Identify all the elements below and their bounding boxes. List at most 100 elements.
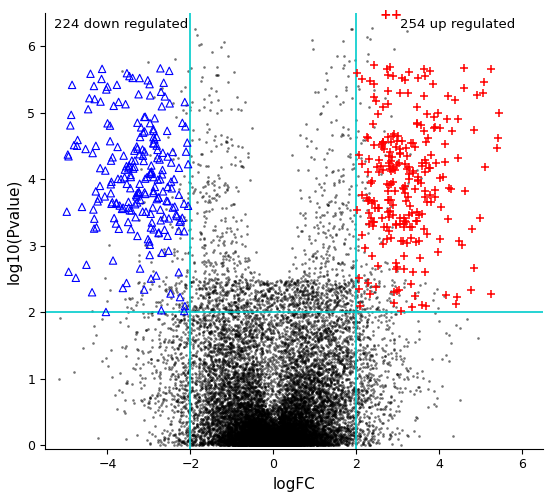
- Point: [273, 440, 282, 448]
- Point: [246, 435, 255, 443]
- Point: [261, 425, 270, 433]
- Point: [236, 437, 245, 445]
- Point: [257, 395, 266, 403]
- Point: [269, 442, 278, 450]
- Point: [290, 437, 299, 445]
- Point: [339, 61, 348, 69]
- Point: [255, 389, 264, 397]
- Point: [281, 414, 290, 422]
- Point: [199, 425, 208, 433]
- Point: [222, 133, 231, 141]
- Point: [255, 365, 263, 373]
- Point: [247, 410, 256, 418]
- Point: [258, 441, 267, 449]
- Point: [191, 185, 200, 193]
- Point: [273, 440, 282, 448]
- Point: [252, 430, 261, 438]
- Point: [230, 435, 239, 443]
- Point: [261, 436, 270, 444]
- Point: [291, 438, 300, 446]
- Point: [264, 440, 273, 448]
- Point: [288, 429, 297, 437]
- Point: [305, 435, 314, 443]
- Point: [323, 365, 332, 373]
- Point: [185, 248, 194, 256]
- Point: [310, 411, 319, 419]
- Point: [340, 402, 349, 410]
- Point: [270, 441, 278, 449]
- Point: [259, 441, 268, 449]
- Point: [219, 431, 228, 439]
- Point: [230, 437, 239, 445]
- Point: [190, 302, 199, 310]
- Point: [298, 437, 306, 445]
- Point: [275, 436, 284, 444]
- Point: [329, 349, 338, 357]
- Point: [315, 368, 323, 376]
- Point: [218, 435, 227, 443]
- Point: [202, 394, 211, 402]
- Point: [268, 420, 277, 428]
- Point: [264, 437, 273, 445]
- Point: [313, 394, 322, 402]
- Point: [317, 436, 326, 444]
- Point: [206, 421, 215, 429]
- Point: [270, 440, 279, 448]
- Point: [302, 342, 311, 350]
- Point: [295, 413, 304, 421]
- Point: [233, 340, 241, 348]
- Point: [355, 297, 364, 305]
- Point: [327, 281, 336, 289]
- Point: [255, 392, 264, 400]
- Point: [275, 437, 284, 445]
- Point: [260, 420, 268, 428]
- Point: [279, 418, 288, 426]
- Point: [223, 428, 232, 436]
- Point: [267, 433, 276, 441]
- Point: [246, 332, 255, 340]
- Point: [244, 415, 253, 423]
- Point: [269, 442, 278, 450]
- Point: [267, 441, 276, 449]
- Point: [248, 440, 256, 448]
- Point: [155, 335, 163, 343]
- Point: [302, 408, 311, 416]
- Point: [234, 323, 243, 331]
- Point: [280, 431, 289, 439]
- Point: [257, 439, 266, 447]
- Point: [356, 139, 365, 147]
- Point: [320, 436, 329, 444]
- Point: [329, 416, 338, 424]
- Point: [287, 363, 295, 371]
- Point: [234, 309, 243, 317]
- Point: [214, 437, 223, 445]
- Point: [333, 314, 342, 322]
- Point: [355, 398, 364, 406]
- Point: [332, 302, 341, 310]
- Point: [261, 432, 270, 440]
- Point: [231, 415, 240, 423]
- Point: [327, 427, 336, 435]
- Point: [270, 440, 278, 448]
- Point: [312, 428, 321, 436]
- Point: [280, 424, 289, 432]
- Point: [336, 327, 344, 335]
- Point: [285, 283, 294, 291]
- Point: [236, 374, 245, 382]
- Point: [271, 441, 280, 449]
- Point: [339, 364, 348, 372]
- Point: [282, 434, 291, 442]
- Point: [272, 442, 280, 450]
- Point: [288, 375, 297, 383]
- Point: [259, 420, 268, 428]
- Point: [257, 407, 266, 415]
- Point: [222, 423, 231, 431]
- Point: [273, 441, 282, 449]
- Point: [226, 426, 235, 434]
- Point: [285, 441, 294, 449]
- Point: [283, 429, 292, 437]
- Point: [300, 393, 309, 401]
- Point: [292, 441, 300, 449]
- Point: [339, 433, 348, 441]
- Point: [261, 434, 270, 442]
